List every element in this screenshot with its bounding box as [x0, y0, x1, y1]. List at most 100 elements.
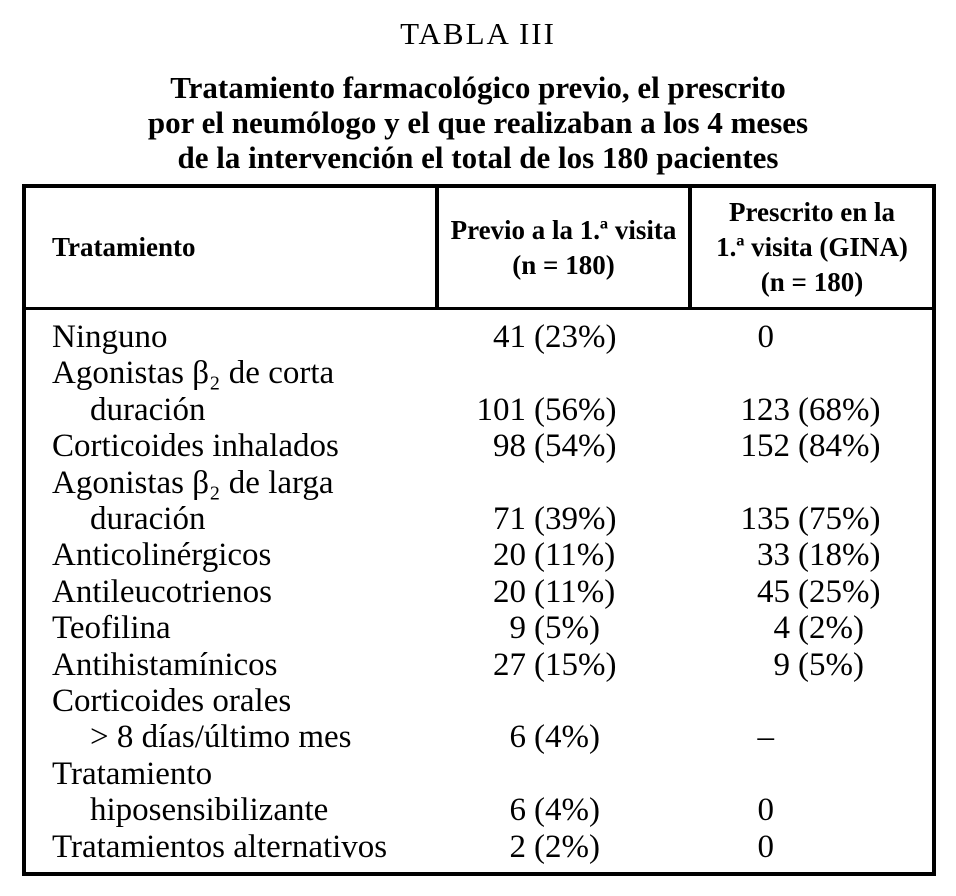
value-number: 0	[757, 319, 775, 355]
previo-value-cell	[435, 355, 688, 391]
treatment-label: duración	[90, 391, 206, 428]
text-line: 1.ª visita (GINA)	[716, 232, 908, 262]
value-number: 6	[509, 719, 527, 756]
header-previo-column: Previo a la 1.ª visita (n = 180)	[435, 188, 688, 307]
value-number: 33	[757, 537, 790, 574]
treatment-label: Corticoides orales	[52, 683, 292, 720]
text-line: Tratamiento farmacológico previo, el pre…	[170, 70, 786, 105]
previo-value-cell: 9 (5%)	[435, 610, 688, 646]
data-table: Tratamiento Previo a la 1.ª visita (n = 1…	[22, 184, 936, 876]
previo-value-cell: 2 (2%)	[435, 829, 688, 865]
table-row-line: Tratamientos alternativos 2 (2%) 0	[26, 829, 932, 865]
table-row-line: Antileucotrienos 20 (11%) 45 (25%)	[26, 574, 932, 610]
prescrito-value-cell: 9 (5%)	[688, 647, 932, 683]
value-number: 123	[740, 391, 791, 428]
treatment-label: hiposensibilizante	[90, 792, 329, 829]
treatment-label: Tratamientos alternativos	[52, 828, 388, 865]
value-percent: (18%)	[798, 537, 881, 574]
previo-value-cell	[435, 683, 688, 719]
text-line: por el neumólogo y el que realizaban a l…	[147, 105, 809, 140]
value-percent: (25%)	[798, 573, 881, 610]
text-line: (n = 180)	[512, 249, 615, 280]
table-row-line: duración 101 (56%) 123 (68%)	[26, 392, 932, 428]
table-row-line: Anticolinérgicos 20 (11%) 33 (18%)	[26, 537, 932, 573]
value-number: 71	[493, 501, 526, 538]
value-number: 27	[493, 646, 526, 683]
previo-value-cell: 101 (56%)	[435, 392, 688, 428]
text-line: Previo a la 1.ª visita	[450, 214, 677, 245]
text-line: (n = 180)	[760, 267, 864, 297]
prescrito-value-cell	[688, 355, 932, 391]
treatment-label: > 8 días/último mes	[90, 719, 352, 756]
treatment-label: Agonistas β₂ de larga	[52, 464, 334, 501]
table-row-line: Teofilina 9 (5%) 4 (2%)	[26, 610, 932, 646]
value-percent: (23%)	[534, 319, 617, 355]
value-percent: (56%)	[534, 391, 617, 428]
treatment-label: Anticolinérgicos	[52, 537, 272, 574]
previo-value-cell	[435, 756, 688, 792]
value-number: 9	[773, 646, 791, 683]
table-row-line: Corticoides inhalados 98 (54%) 152 (84%)	[26, 428, 932, 464]
value-number: 98	[493, 428, 526, 465]
table-header-row: Tratamiento Previo a la 1.ª visita (n = 1…	[26, 188, 932, 310]
previo-value-cell: 27 (15%)	[435, 647, 688, 683]
prescrito-value-cell	[688, 683, 932, 719]
prescrito-value-cell: 152 (84%)	[688, 428, 932, 464]
prescrito-value-cell	[688, 465, 932, 501]
value-number: 6	[509, 792, 527, 829]
prescrito-value-cell: 0	[688, 319, 932, 355]
previo-value-cell: 98 (54%)	[435, 428, 688, 464]
table-row-line: Corticoides orales	[26, 683, 932, 719]
value-percent: (4%)	[534, 792, 600, 829]
value-number: 0	[757, 792, 775, 829]
value-number: 135	[740, 501, 791, 538]
value-percent: (2%)	[534, 828, 600, 865]
table-row-line: > 8 días/último mes 6 (4%) –	[26, 719, 932, 755]
prescrito-value-cell: 4 (2%)	[688, 610, 932, 646]
table-row-line: Agonistas β₂ de corta	[26, 355, 932, 391]
value-percent: (11%)	[534, 573, 616, 610]
text-line: Prescrito en la	[729, 197, 895, 227]
text-line: de la intervención el total de los 180 p…	[177, 140, 779, 175]
table-row-line: Ninguno 41 (23%) 0	[26, 319, 932, 355]
table-caption: Tratamiento farmacológico previo, el pre…	[0, 70, 956, 175]
value-percent: (54%)	[534, 428, 617, 465]
treatment-label: Antihistamínicos	[52, 646, 278, 683]
value-number: 0	[757, 828, 775, 865]
table-row-line: Antihistamínicos 27 (15%) 9 (5%)	[26, 647, 932, 683]
treatment-label: Teofilina	[52, 610, 171, 647]
table-row-line: Agonistas β₂ de larga	[26, 465, 932, 501]
treatment-label: Tratamiento	[52, 755, 213, 792]
value-number: –	[757, 719, 775, 756]
previo-value-cell: 6 (4%)	[435, 719, 688, 755]
value-percent: (5%)	[798, 646, 864, 683]
prescrito-value-cell	[688, 756, 932, 792]
value-number: 45	[757, 573, 790, 610]
header-prescrito-column: Prescrito en la 1.ª visita (GINA) (n = 180…	[688, 188, 932, 307]
table-number-title: TABLA III	[400, 16, 556, 51]
previo-value-cell: 41 (23%)	[435, 319, 688, 355]
value-percent: (39%)	[534, 501, 617, 538]
previo-value-cell: 6 (4%)	[435, 792, 688, 828]
table-row-line: Tratamiento	[26, 756, 932, 792]
value-percent: (11%)	[534, 537, 616, 574]
previo-value-cell	[435, 465, 688, 501]
value-number: 20	[493, 573, 526, 610]
prescrito-value-cell: 33 (18%)	[688, 537, 932, 573]
value-number: 2	[509, 828, 527, 865]
value-percent: (84%)	[798, 428, 881, 465]
value-number: 101	[476, 391, 527, 428]
treatment-label: Antileucotrienos	[52, 573, 272, 610]
previo-value-cell: 71 (39%)	[435, 501, 688, 537]
value-percent: (15%)	[534, 646, 617, 683]
previo-value-cell: 20 (11%)	[435, 574, 688, 610]
prescrito-value-cell: 0	[688, 792, 932, 828]
value-number: 152	[740, 428, 791, 465]
treatment-label: Corticoides inhalados	[52, 428, 339, 465]
value-number: 9	[509, 610, 527, 647]
prescrito-value-cell: 135 (75%)	[688, 501, 932, 537]
header-treatment-label: Tratamiento	[52, 232, 196, 262]
value-percent: (68%)	[798, 391, 881, 428]
value-number: 20	[493, 537, 526, 574]
value-percent: (2%)	[798, 610, 864, 647]
